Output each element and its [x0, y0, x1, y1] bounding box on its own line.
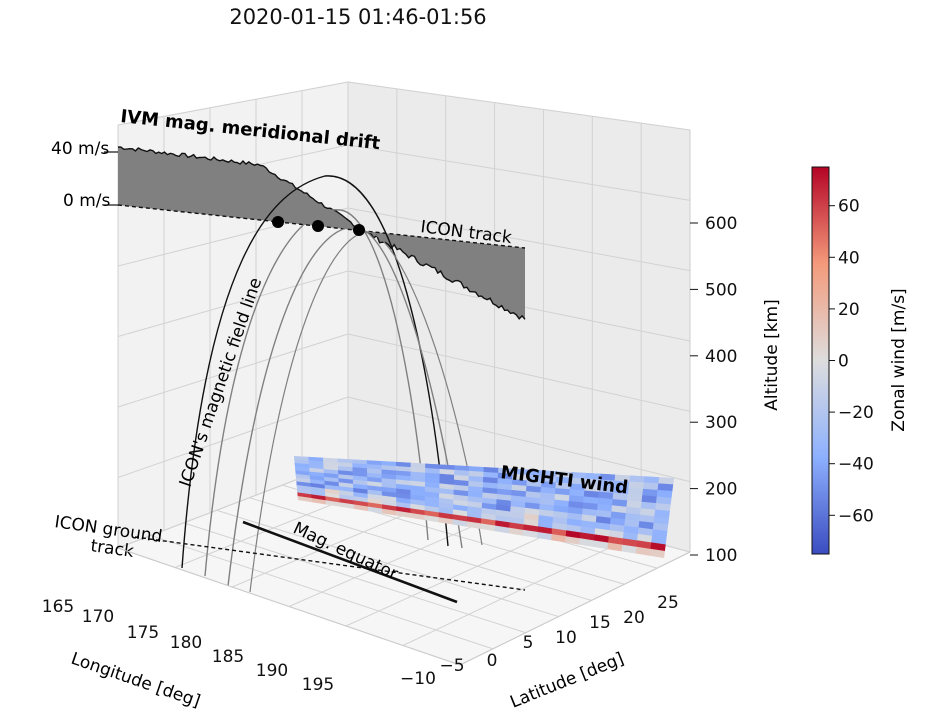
- altitude-tick-label: 200: [705, 480, 737, 500]
- mighti-cell: [649, 548, 666, 558]
- latitude-tick-label: −5: [439, 656, 464, 676]
- grid-line: [249, 497, 592, 601]
- grid-line: [150, 534, 494, 650]
- grid-line: [117, 81, 349, 126]
- altitude-tick-label: 600: [705, 214, 737, 234]
- latitude-tick-label: 15: [589, 613, 611, 633]
- grid-line: [117, 396, 349, 478]
- ground-track-line: [134, 536, 526, 591]
- longitude-axis: 165 170 175 180 185 190 195: [42, 547, 461, 695]
- colorbar-tick-label: −60: [838, 506, 874, 526]
- colorbar: 60 40 20 0 −20 −40 −60: [811, 166, 874, 555]
- drift-scale-40: 40 m/s: [51, 139, 109, 159]
- footpoint-2: [312, 220, 324, 232]
- altitude-tick-label: 100: [705, 546, 737, 566]
- grid-line: [216, 509, 559, 618]
- longitude-tick-label: 165: [42, 597, 74, 617]
- mighti-cells: [294, 456, 674, 558]
- altitude-axis-label: Altitude [km]: [762, 299, 782, 411]
- drift-scale-0: 0 m/s: [63, 191, 111, 211]
- grid-line: [402, 536, 634, 646]
- colorbar-gradient: [811, 166, 830, 555]
- longitude-tick-label: 195: [302, 675, 334, 695]
- mighti-wind-strip: MIGHTI wind: [294, 456, 674, 558]
- mighti-cell: [629, 475, 646, 484]
- latitude-tick-label: −10: [400, 669, 436, 689]
- longitude-tick-label: 185: [212, 647, 244, 667]
- field-line-footpoints: [272, 216, 365, 236]
- longitude-axis-label: Longitude [deg]: [68, 649, 202, 712]
- longitude-tick-label: 175: [127, 623, 159, 643]
- field-line-1: [181, 175, 449, 569]
- footpoint-3: [353, 224, 365, 236]
- altitude-tick-label: 500: [705, 280, 737, 300]
- grid-line: [347, 333, 691, 412]
- grid-line: [347, 144, 691, 201]
- longitude-axis-line: [117, 547, 461, 666]
- grid-line: [347, 207, 691, 272]
- colorbar-tick-label: 60: [838, 197, 860, 217]
- colorbar-tick-label: −40: [838, 455, 874, 475]
- longitude-tick-label: 190: [256, 661, 288, 681]
- latitude-tick-label: 5: [523, 633, 534, 653]
- grid-line: [345, 520, 577, 627]
- drift-curve: [117, 146, 526, 320]
- latitude-tick-label: 0: [487, 651, 498, 671]
- footpoint-1: [272, 216, 284, 228]
- colorbar-tick-label: 0: [838, 352, 849, 372]
- latitude-axis: −10−5 0 5 10 15 20 25: [400, 551, 691, 689]
- latitude-tick-label: 25: [657, 593, 679, 613]
- mag-equator-line: [242, 520, 458, 604]
- chart-title: 2020-01-15 01:46-01:56: [229, 5, 486, 29]
- grid-line: [347, 396, 691, 483]
- grid-line: [117, 270, 349, 337]
- longitude-tick-label: 170: [82, 607, 114, 627]
- grid-line: [117, 333, 349, 408]
- colorbar-tick-label: 40: [838, 248, 860, 268]
- latitude-axis-line: [459, 551, 691, 666]
- latitude-tick-label: 20: [623, 608, 645, 628]
- latitude-axis-label: Latitude [deg]: [507, 649, 626, 713]
- field-line-4: [249, 231, 483, 593]
- grid-line: [183, 522, 526, 634]
- longitude-tick-label: 180: [170, 633, 202, 653]
- altitude-tick-label: 300: [705, 413, 737, 433]
- colorbar-label: Zonal wind [m/s]: [889, 288, 909, 431]
- latitude-tick-label: 10: [555, 628, 577, 648]
- altitude-axis: 100 200 300 400 500 600: [689, 130, 737, 566]
- altitude-tick-label: 400: [705, 347, 737, 367]
- colorbar-tick-label: 20: [838, 300, 860, 320]
- colorbar-tick-label: −20: [838, 403, 874, 423]
- grid-line: [347, 81, 691, 131]
- drift-fill: [118, 147, 525, 320]
- field-line-2: [204, 209, 429, 577]
